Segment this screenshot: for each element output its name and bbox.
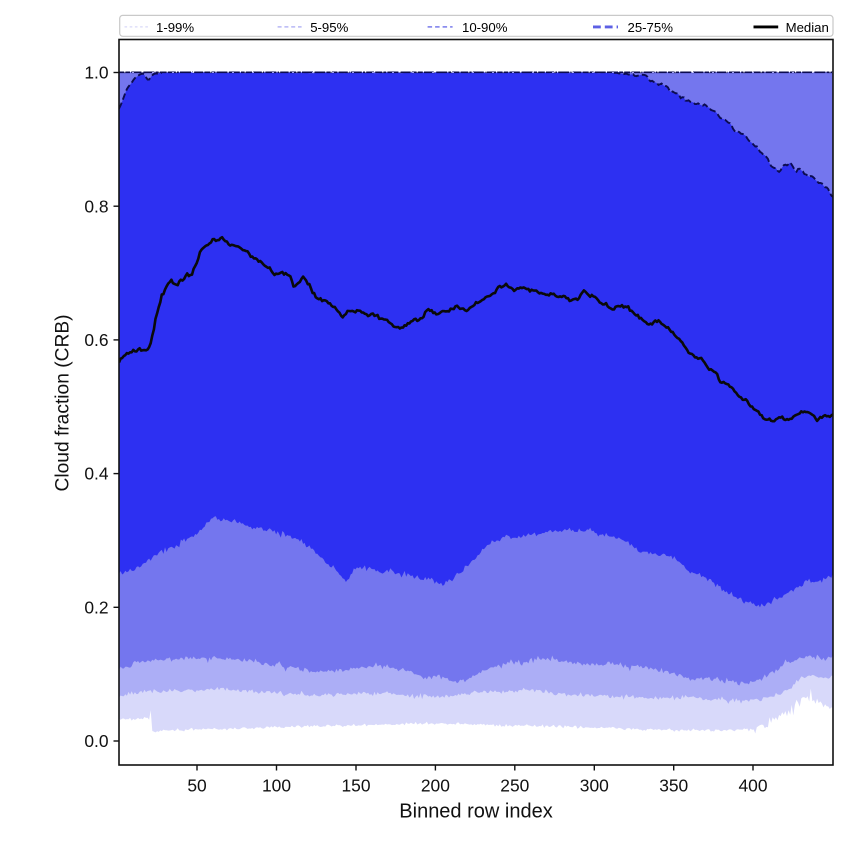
svg-text:50: 50 [187,776,206,796]
svg-text:150: 150 [341,776,370,796]
svg-text:0.6: 0.6 [84,330,108,350]
svg-text:0.4: 0.4 [84,464,109,484]
svg-text:100: 100 [262,776,291,796]
svg-text:10-90%: 10-90% [462,20,508,35]
svg-text:25-75%: 25-75% [628,20,674,35]
svg-text:400: 400 [738,776,767,796]
svg-text:0.2: 0.2 [84,597,108,617]
svg-text:350: 350 [659,776,688,796]
svg-text:300: 300 [580,776,609,796]
svg-text:Median: Median [786,20,829,35]
svg-text:0.0: 0.0 [84,731,108,751]
svg-text:1.0: 1.0 [84,63,108,83]
svg-text:Cloud fraction (CRB): Cloud fraction (CRB) [53,314,74,491]
svg-text:5-95%: 5-95% [310,20,348,35]
svg-text:200: 200 [421,776,450,796]
svg-text:250: 250 [500,776,529,796]
svg-text:Binned row index: Binned row index [399,801,552,823]
svg-text:0.8: 0.8 [84,196,108,216]
svg-text:1-99%: 1-99% [156,20,194,35]
